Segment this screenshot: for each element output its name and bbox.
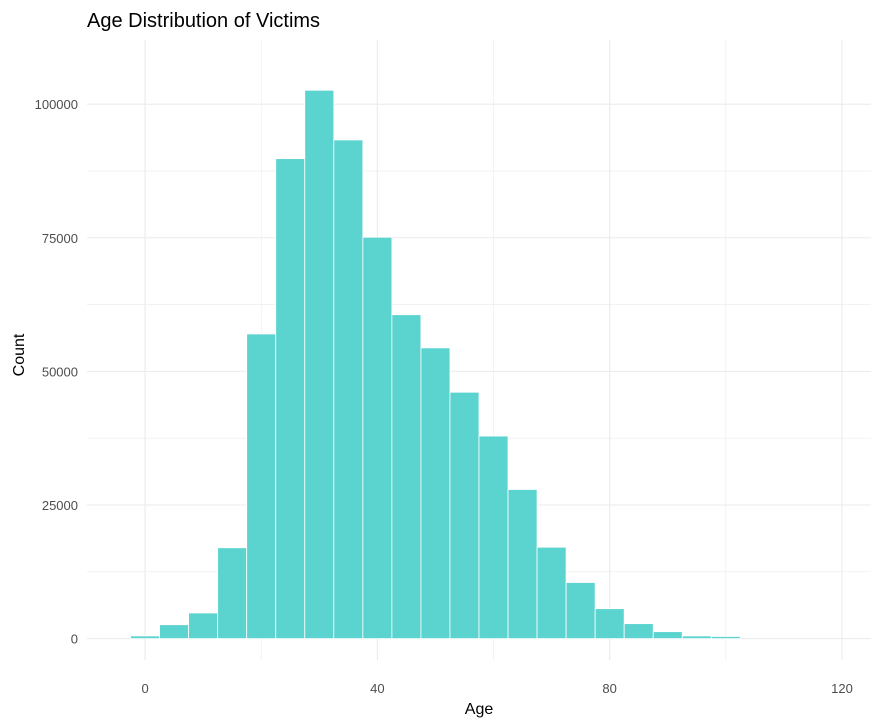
y-tick-labels: 0 25000 50000 75000 100000 [35,97,78,646]
histogram-bar [188,612,219,640]
histogram-bar [681,635,712,640]
histogram-bar [652,631,683,640]
histogram-bar [391,314,422,640]
histogram-bar [565,582,596,640]
histogram-bar [159,624,190,640]
y-tick-label: 50000 [42,364,78,379]
y-tick-label: 75000 [42,231,78,246]
histogram-bar [536,546,567,640]
histogram-bar [478,435,509,640]
x-tick-label: 120 [831,681,853,696]
histogram-bar [623,623,654,640]
y-tick-label: 0 [71,632,78,647]
histogram-bar [304,89,335,640]
x-tick-label: 80 [602,681,616,696]
histogram-bar [420,347,451,640]
y-tick-label: 100000 [35,97,78,112]
histogram-bar [130,635,160,640]
histogram-bar [710,636,741,640]
y-tick-label: 25000 [42,498,78,513]
x-tick-labels: 0 40 80 120 [141,681,852,696]
histogram-bar [507,489,538,640]
histogram-bar [362,236,393,640]
histogram-bar [246,333,277,640]
histogram-bar [333,139,364,640]
x-axis-title: Age [465,701,494,718]
histogram-bar [594,608,625,640]
histogram-bar [275,158,306,640]
histogram-bar [449,391,480,640]
y-axis-title: Count [11,333,28,376]
x-tick-label: 0 [141,681,148,696]
histogram-bar [217,547,248,640]
x-tick-label: 40 [370,681,384,696]
bar-layer [130,89,741,640]
chart-title: Age Distribution of Victims [87,10,320,32]
